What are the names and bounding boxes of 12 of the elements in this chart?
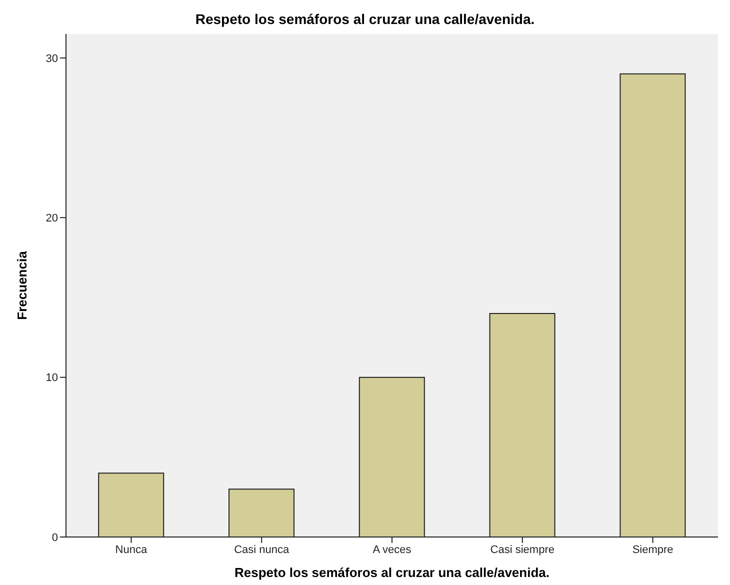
x-tick-label: Casi nunca: [234, 544, 290, 556]
x-tick-label: A veces: [372, 544, 412, 556]
y-tick-label: 0: [52, 532, 58, 544]
y-tick-label: 10: [46, 372, 58, 384]
chart-title: Respeto los semáforos al cruzar una calle/avenida.: [194, 10, 536, 29]
x-axis-title: Respeto los semáforos al cruzar una calle/avenida.: [234, 565, 550, 580]
x-tick-label: Nunca: [115, 544, 148, 556]
x-tick-label: Casi siempre: [490, 544, 554, 556]
y-tick-label: 20: [46, 212, 58, 225]
y-tick-label: 30: [46, 52, 58, 65]
x-tick-label: Siempre: [632, 544, 674, 556]
y-axis-title: Frecuencia: [14, 250, 30, 320]
